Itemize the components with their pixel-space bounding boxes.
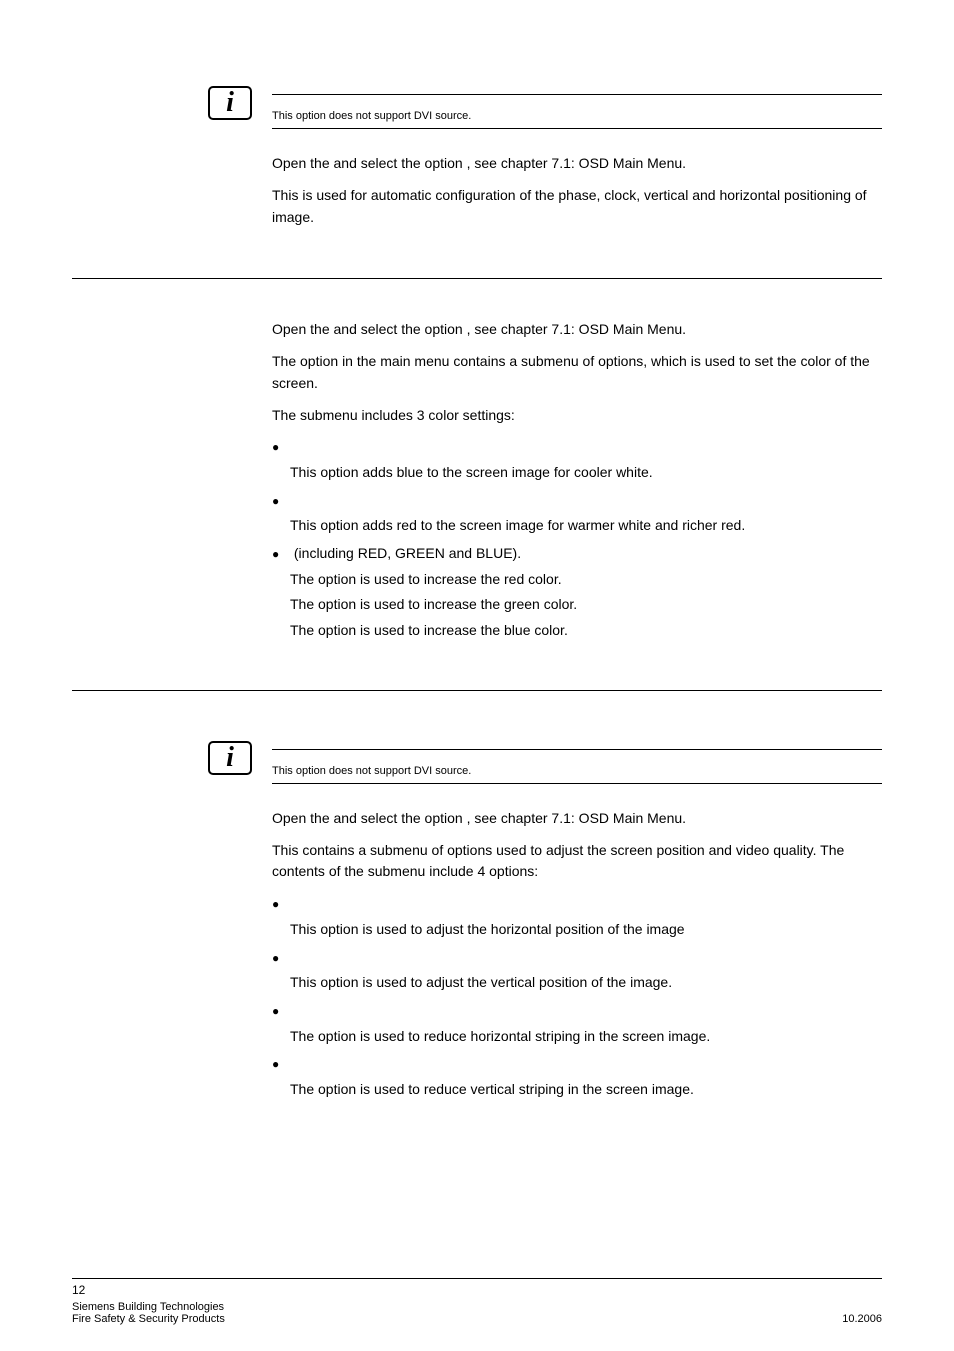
color-b2-text: This option adds red to the screen image… xyxy=(272,515,882,537)
color-b3-head: (including RED, GREEN and BLUE). xyxy=(290,545,521,561)
color-p1-a: Open the xyxy=(272,321,334,337)
color-bullets: This option adds blue to the screen imag… xyxy=(272,436,882,642)
image-bullets: This option is used to adjust the horizo… xyxy=(272,893,882,1101)
color-p1: Open the and select the option , see cha… xyxy=(272,319,882,341)
image-bullet-3: The option is used to reduce horizontal … xyxy=(272,1000,882,1047)
color-bullet-1: This option adds blue to the screen imag… xyxy=(272,436,882,483)
image-b1: This option is used to adjust the horizo… xyxy=(272,919,882,941)
auto-p1-b: and select the option xyxy=(334,155,467,171)
color-b3-l3: The option is used to increase the blue … xyxy=(272,620,882,642)
section-color: Open the and select the option , see cha… xyxy=(72,279,882,649)
color-p2-a: The option xyxy=(272,353,342,369)
color-bullet-3: (including RED, GREEN and BLUE). The opt… xyxy=(272,543,882,642)
note-text: This option does not support DVI source. xyxy=(272,764,882,779)
auto-p1: Open the and select the option , see cha… xyxy=(272,153,882,175)
auto-p1-c: , see chapter 7.1: OSD Main Menu. xyxy=(467,155,686,171)
page-footer: 12 Siemens Building Technologies Fire Sa… xyxy=(72,1278,882,1325)
footer-date: 10.2006 xyxy=(842,1313,882,1325)
image-p1: Open the and select the option , see cha… xyxy=(272,808,882,830)
note-text: This option does not support DVI source. xyxy=(272,109,882,124)
image-p2: This contains a submenu of options used … xyxy=(272,840,882,883)
color-p1-b: and select the option xyxy=(334,321,467,337)
image-bullet-4: The option is used to reduce vertical st… xyxy=(272,1053,882,1100)
auto-p2: This is used for automatic configuration… xyxy=(272,185,882,228)
color-p2: The option in the main menu contains a s… xyxy=(272,351,882,394)
info-icon: i xyxy=(208,86,252,120)
color-b3-l1: The option is used to increase the red c… xyxy=(272,569,882,591)
image-b4: The option is used to reduce vertical st… xyxy=(272,1079,882,1101)
image-p1-a: Open the xyxy=(272,810,334,826)
color-p3: The submenu includes 3 color settings: xyxy=(272,405,882,427)
color-b3-l2: The option is used to increase the green… xyxy=(272,594,882,616)
color-p2-b: in the main menu contains a submenu of o… xyxy=(272,353,870,391)
note-rule-top xyxy=(272,749,882,750)
footer-company: Siemens Building Technologies xyxy=(72,1301,224,1313)
note-rule-bottom xyxy=(272,783,882,784)
section-image-setting: i This option does not support DVI sourc… xyxy=(72,691,882,1109)
page-number: 12 xyxy=(72,1283,882,1297)
color-b1-text: This option adds blue to the screen imag… xyxy=(272,462,882,484)
note-rule-bottom xyxy=(272,128,882,129)
note-rule-top xyxy=(272,94,882,95)
section-auto-config: i This option does not support DVI sourc… xyxy=(72,60,882,238)
image-b2: This option is used to adjust the vertic… xyxy=(272,972,882,994)
info-icon: i xyxy=(208,741,252,775)
image-p1-b: and select the option xyxy=(334,810,467,826)
color-p1-c: , see chapter 7.1: OSD Main Menu. xyxy=(467,321,686,337)
color-bullet-2: This option adds red to the screen image… xyxy=(272,490,882,537)
image-b3: The option is used to reduce horizontal … xyxy=(272,1026,882,1048)
footer-division: Fire Safety & Security Products xyxy=(72,1313,225,1325)
image-p1-c: , see chapter 7.1: OSD Main Menu. xyxy=(467,810,686,826)
image-bullet-1: This option is used to adjust the horizo… xyxy=(272,893,882,940)
image-bullet-2: This option is used to adjust the vertic… xyxy=(272,947,882,994)
auto-p1-a: Open the xyxy=(272,155,334,171)
